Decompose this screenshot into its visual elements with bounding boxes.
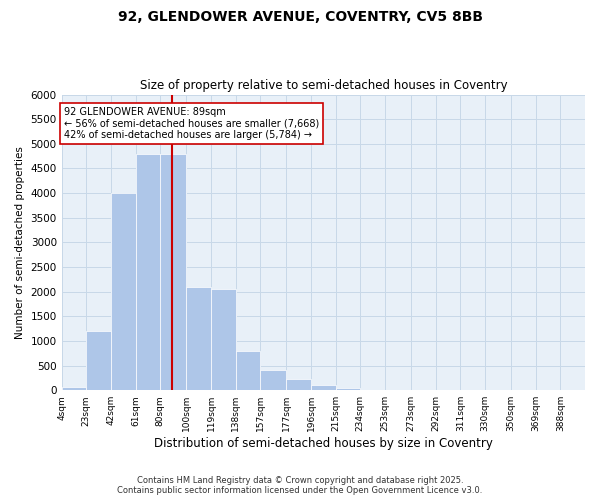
Bar [187, 286, 211, 390]
Y-axis label: Number of semi-detached properties: Number of semi-detached properties [15, 146, 25, 339]
Bar [311, 385, 335, 390]
Text: 92, GLENDOWER AVENUE, COVENTRY, CV5 8BB: 92, GLENDOWER AVENUE, COVENTRY, CV5 8BB [118, 10, 482, 24]
Bar [86, 331, 111, 390]
Bar [62, 386, 86, 390]
Bar [211, 289, 236, 390]
Text: Contains HM Land Registry data © Crown copyright and database right 2025.
Contai: Contains HM Land Registry data © Crown c… [118, 476, 482, 495]
Title: Size of property relative to semi-detached houses in Coventry: Size of property relative to semi-detach… [140, 79, 507, 92]
Bar [160, 154, 187, 390]
Bar [111, 193, 136, 390]
Bar [286, 379, 311, 390]
Bar [136, 154, 160, 390]
Bar [260, 370, 286, 390]
Bar [236, 351, 260, 390]
X-axis label: Distribution of semi-detached houses by size in Coventry: Distribution of semi-detached houses by … [154, 437, 493, 450]
Text: 92 GLENDOWER AVENUE: 89sqm
← 56% of semi-detached houses are smaller (7,668)
42%: 92 GLENDOWER AVENUE: 89sqm ← 56% of semi… [64, 107, 320, 140]
Bar [335, 388, 361, 390]
